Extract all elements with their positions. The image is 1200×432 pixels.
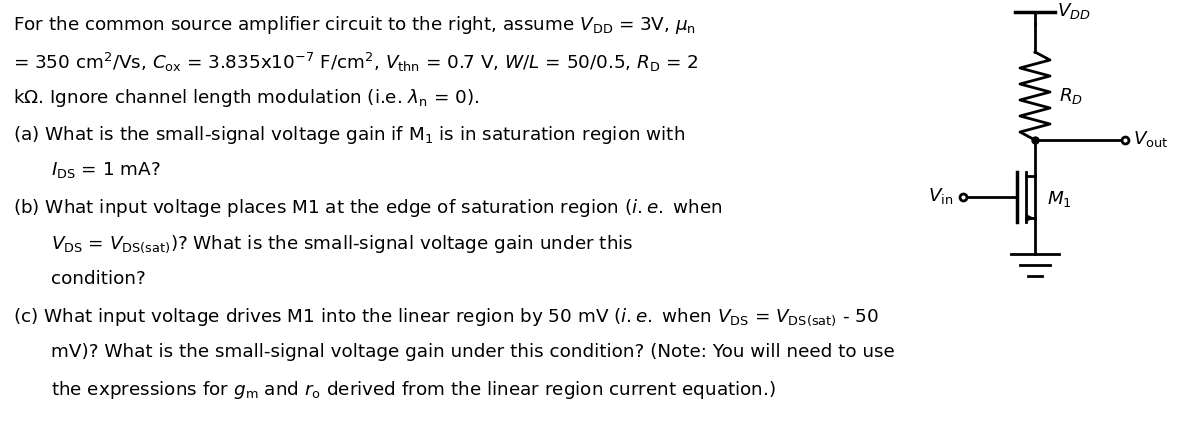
Text: condition?: condition? <box>50 270 145 288</box>
Text: the expressions for $g_{\rm m}$ and $r_{\rm o}$ derived from the linear region c: the expressions for $g_{\rm m}$ and $r_{… <box>50 379 776 401</box>
Text: (b) What input voltage places M1 at the edge of saturation region ($i.e.$ when: (b) What input voltage places M1 at the … <box>13 197 722 219</box>
Text: = 350 cm$^2$/Vs, $C_{\rm ox}$ = 3.835x10$^{-7}$ F/cm$^2$, $V_{\rm thn}$ = 0.7 V,: = 350 cm$^2$/Vs, $C_{\rm ox}$ = 3.835x10… <box>13 51 698 73</box>
Text: For the common source amplifier circuit to the right, assume $V_{\rm DD}$ = 3V, : For the common source amplifier circuit … <box>13 14 696 36</box>
Text: $V_{DD}$: $V_{DD}$ <box>1057 1 1091 21</box>
Text: $V_{\rm out}$: $V_{\rm out}$ <box>1133 129 1169 149</box>
Text: $V_{\rm in}$: $V_{\rm in}$ <box>928 186 953 206</box>
Text: mV)? What is the small-signal voltage gain under this condition? (Note: You will: mV)? What is the small-signal voltage ga… <box>50 343 895 360</box>
Text: (c) What input voltage drives M1 into the linear region by 50 mV ($i.e.$ when $V: (c) What input voltage drives M1 into th… <box>13 306 878 327</box>
Text: $R_D$: $R_D$ <box>1060 86 1084 106</box>
Text: $V_{\rm DS}$ = $V_{\rm DS(sat)}$)? What is the small-signal voltage gain under t: $V_{\rm DS}$ = $V_{\rm DS(sat)}$)? What … <box>50 233 634 254</box>
Text: $I_{\rm DS}$ = 1 mA?: $I_{\rm DS}$ = 1 mA? <box>50 160 161 180</box>
Text: (a) What is the small-signal voltage gain if M$_1$ is in saturation region with: (a) What is the small-signal voltage gai… <box>13 124 685 146</box>
Text: k$\Omega$. Ignore channel length modulation (i.e. $\lambda_{\rm n}$ = 0).: k$\Omega$. Ignore channel length modulat… <box>13 87 479 109</box>
Text: $M_1$: $M_1$ <box>1046 189 1072 209</box>
